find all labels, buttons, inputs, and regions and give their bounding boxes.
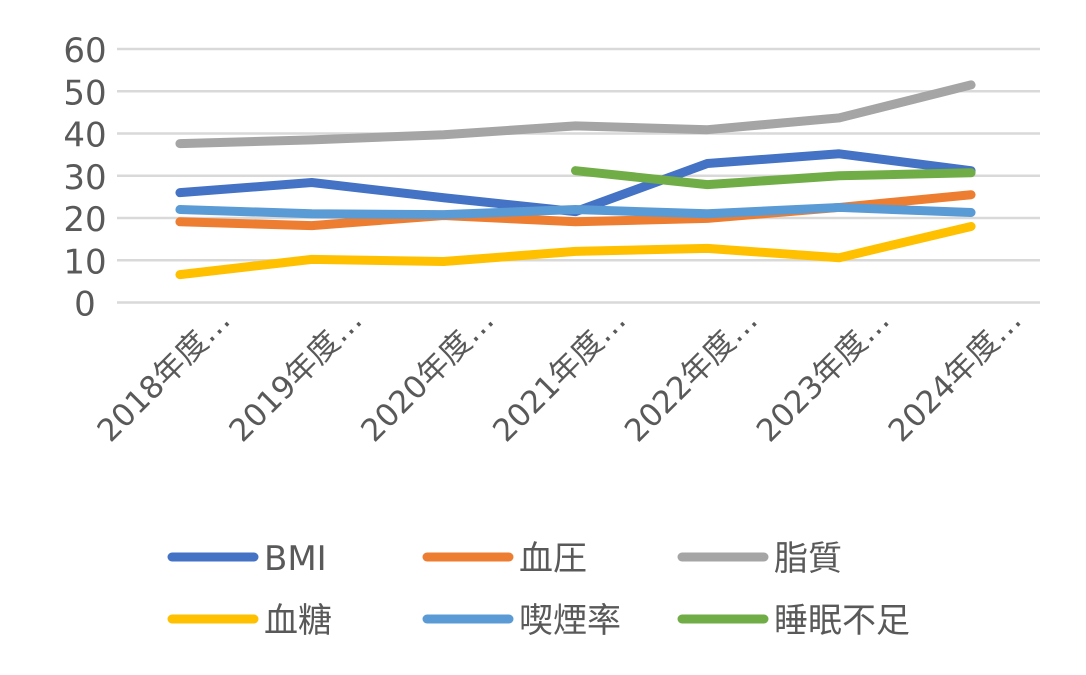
x-axis-labels: 2018年度…2019年度…2020年度…2021年度…2022年度…2023年… bbox=[91, 302, 1029, 449]
y-tick-label: 40 bbox=[63, 116, 106, 156]
series-line-4 bbox=[175, 202, 976, 220]
legend-label: 喫煙率 bbox=[519, 601, 621, 641]
legend-label: 睡眠不足 bbox=[774, 601, 910, 641]
x-tick-label: 2024年度… bbox=[882, 302, 1029, 449]
x-tick-label: 2023年度… bbox=[750, 302, 897, 449]
series-lines bbox=[175, 80, 976, 280]
series-line-3 bbox=[175, 221, 976, 280]
y-tick-label: 10 bbox=[63, 242, 106, 282]
y-tick-label: 60 bbox=[63, 31, 106, 71]
y-tick-label: 20 bbox=[63, 200, 106, 240]
x-tick-label: 2022年度… bbox=[618, 302, 765, 449]
x-tick-label: 2019年度… bbox=[222, 302, 369, 449]
legend-label: 血圧 bbox=[519, 539, 587, 579]
legend-label: 血糖 bbox=[264, 601, 332, 641]
x-tick-label: 2020年度… bbox=[354, 302, 501, 449]
y-tick-label: 0 bbox=[74, 285, 96, 325]
x-tick-label: 2018年度… bbox=[91, 302, 238, 449]
y-tick-label: 30 bbox=[63, 158, 106, 198]
series-line-2 bbox=[175, 80, 976, 149]
y-tick-label: 50 bbox=[63, 73, 106, 113]
legend-label: BMI bbox=[264, 539, 327, 579]
series-line-5 bbox=[571, 166, 976, 190]
legend-label: 脂質 bbox=[774, 539, 842, 579]
x-tick-label: 2021年度… bbox=[486, 302, 633, 449]
